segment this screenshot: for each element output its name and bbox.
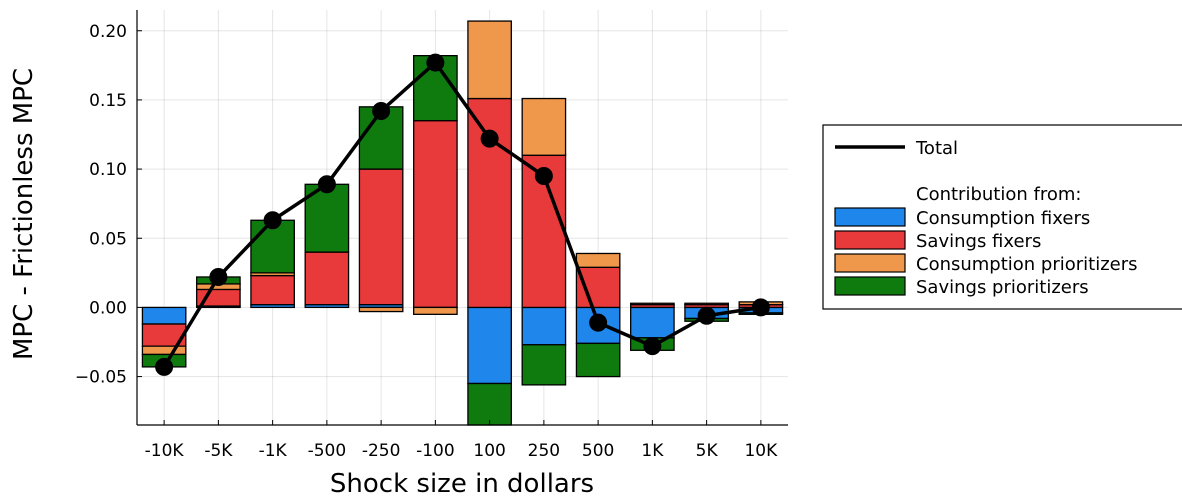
bar-consumption-prioritizers--10K bbox=[141, 345, 187, 356]
total-point--10K bbox=[155, 357, 174, 376]
bar-consumption-prioritizers-500 bbox=[575, 252, 621, 268]
x-tick-label: 500 bbox=[582, 441, 614, 461]
bar-consumption-fixers-100 bbox=[467, 306, 512, 385]
y-tick-label: 0.10 bbox=[89, 160, 127, 180]
total-point-5K bbox=[697, 306, 716, 325]
legend-label-savings-fixers: Savings fixers bbox=[916, 231, 1041, 252]
total-series-line bbox=[162, 60, 762, 368]
legend-swatch-consumption-prioritizers bbox=[834, 253, 906, 273]
bar-savings-fixers--250 bbox=[358, 168, 404, 306]
bar-savings-fixers--500 bbox=[304, 251, 350, 306]
x-tick-label: -5K bbox=[204, 441, 233, 461]
bar-consumption-fixers--10K bbox=[141, 306, 187, 325]
total-point-10K bbox=[751, 298, 770, 317]
legend-label-savings-prioritizers: Savings prioritizers bbox=[916, 277, 1089, 298]
y-tick-label: 0.20 bbox=[89, 22, 127, 42]
grid bbox=[137, 10, 788, 425]
x-tick-label: 5K bbox=[696, 441, 719, 461]
total-point-500 bbox=[589, 313, 608, 332]
total-point-100 bbox=[480, 129, 499, 148]
bar-consumption-prioritizers-5K bbox=[684, 302, 729, 306]
bar-consumption-fixers-1K bbox=[630, 306, 675, 339]
bar-consumption-prioritizers-250 bbox=[521, 97, 567, 156]
y-axis-label: MPC - Frictionless MPC bbox=[9, 68, 39, 360]
x-tick-label: -10K bbox=[145, 441, 185, 461]
bar-consumption-prioritizers--250 bbox=[358, 306, 404, 313]
ticks: −0.050.000.050.100.150.20-10K -5K -1K -500-… bbox=[75, 22, 778, 461]
total-point--250 bbox=[372, 101, 391, 120]
x-tick-label: 250 bbox=[528, 441, 560, 461]
bar-savings-fixers-500 bbox=[575, 266, 621, 309]
x-tick-label: 100 bbox=[473, 441, 505, 461]
x-tick-label: -250 bbox=[362, 441, 401, 461]
total-point--100 bbox=[426, 53, 445, 72]
bar-consumption-prioritizers-100 bbox=[467, 20, 512, 100]
total-point--1K bbox=[263, 211, 282, 230]
bar-consumption-prioritizers--100 bbox=[413, 306, 458, 315]
legend-swatch-consumption-fixers bbox=[834, 207, 906, 227]
legend-swatch-savings-fixers bbox=[834, 230, 906, 250]
legend-total-label: Total bbox=[915, 138, 958, 159]
bar-savings-fixers--1K bbox=[250, 274, 295, 306]
y-tick-label: 0.15 bbox=[89, 91, 127, 111]
x-tick-label: -500 bbox=[308, 441, 347, 461]
total-point-1K bbox=[643, 337, 662, 356]
bar-savings-fixers--100 bbox=[413, 120, 458, 309]
legend-header: Contribution from: bbox=[916, 184, 1081, 205]
total-point--5K bbox=[209, 267, 228, 286]
axes bbox=[136, 10, 788, 426]
y-tick-label: −0.05 bbox=[75, 368, 127, 388]
total-line bbox=[155, 53, 770, 376]
x-tick-label: 1K bbox=[641, 441, 664, 461]
y-tick-label: 0.00 bbox=[89, 298, 127, 318]
bar-savings-prioritizers-500 bbox=[575, 342, 621, 378]
total-point--500 bbox=[317, 175, 336, 194]
legend-swatch-savings-prioritizers bbox=[834, 276, 906, 296]
x-tick-label: -1K bbox=[259, 441, 288, 461]
legend: Total Contribution from: Consumption fixer… bbox=[822, 124, 1182, 310]
x-tick-label: 10K bbox=[744, 441, 778, 461]
legend-label-consumption-fixers: Consumption fixers bbox=[916, 208, 1090, 229]
x-tick-label: -100 bbox=[416, 441, 455, 461]
bar-savings-prioritizers-100 bbox=[467, 382, 512, 426]
bars bbox=[141, 20, 784, 426]
total-point-250 bbox=[534, 167, 553, 185]
bar-consumption-fixers-250 bbox=[521, 306, 567, 346]
x-axis-label: Shock size in dollars bbox=[330, 469, 594, 499]
bar-savings-prioritizers-250 bbox=[521, 344, 567, 386]
y-tick-label: 0.05 bbox=[89, 229, 127, 249]
bar-consumption-prioritizers-1K bbox=[630, 302, 675, 306]
legend-label-consumption-prioritizers: Consumption prioritizers bbox=[916, 254, 1138, 275]
